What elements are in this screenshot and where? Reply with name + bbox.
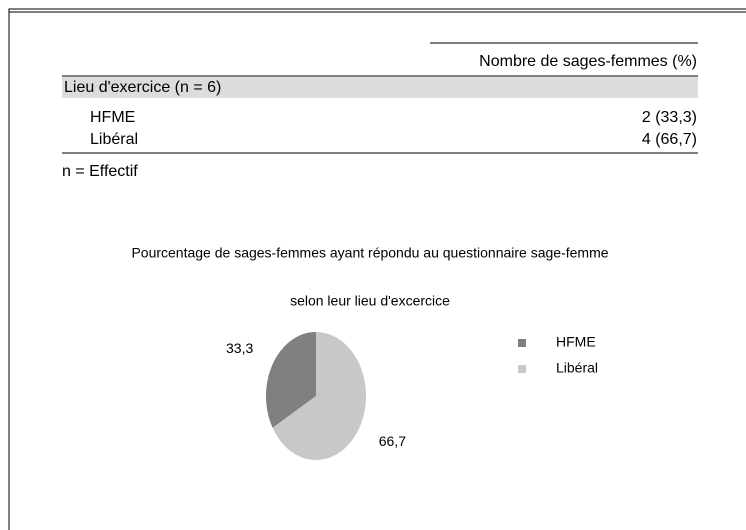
section-label: Lieu d'exercice (n = 6) [64,79,221,96]
table-note: n = Effectif [62,163,138,180]
legend-swatch [518,365,526,373]
legend-swatch [518,339,526,347]
legend-label: HFME [556,334,596,350]
row-value: 4 (66,7) [642,131,697,148]
pie-slice [272,332,366,460]
row-value: 2 (33,3) [642,109,697,126]
section-band [62,77,698,98]
table-header: Nombre de sages-femmes (%) [479,53,697,70]
legend-label: Libéral [556,360,598,376]
slice-label: 66,7 [379,433,406,449]
slice-label: 33,3 [226,340,253,356]
pie-slice [265,332,316,428]
row-label: Libéral [90,131,138,148]
frame [8,8,746,530]
row-label: HFME [90,109,135,126]
chart-subtitle: selon leur lieu d'excercice [290,293,450,309]
chart-title: Pourcentage de sages-femmes ayant répond… [131,245,608,261]
